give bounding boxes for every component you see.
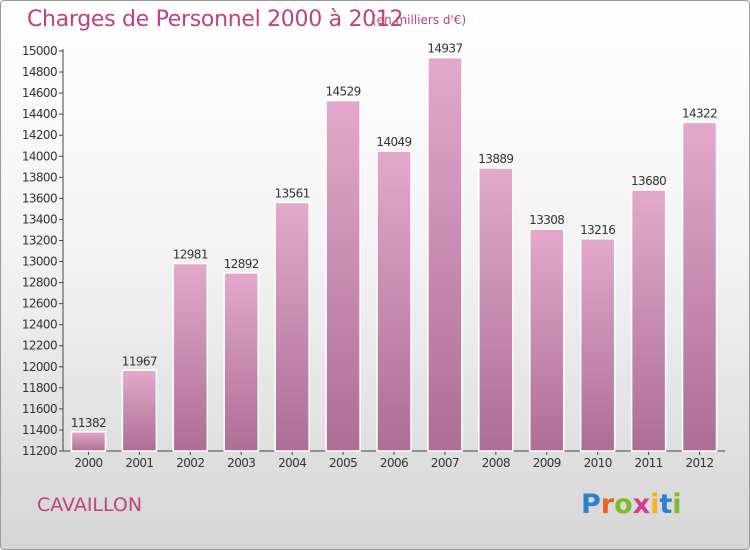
data-labels: 11382 11967 12981 12892 13561 14529 14049 14937… xyxy=(71,42,718,430)
y-tick-label: 14200 xyxy=(22,128,57,142)
logo-letter: P xyxy=(581,489,601,520)
y-tick-label: 12000 xyxy=(22,360,57,374)
y-tick-label: 11800 xyxy=(22,381,57,395)
logo-letter: i xyxy=(672,489,682,520)
bar-value-label: 12892 xyxy=(224,257,259,271)
bar-value-label: 11382 xyxy=(71,416,106,430)
bar-value-label: 13561 xyxy=(275,186,310,200)
bar-value-label: 13889 xyxy=(478,152,513,166)
bar-value-label: 11967 xyxy=(122,354,157,368)
y-tick-label: 13600 xyxy=(22,191,57,205)
logo-letter: i xyxy=(650,489,660,520)
proxiti-logo: Proxiti xyxy=(581,489,682,520)
y-tick-label: 12200 xyxy=(22,339,57,353)
bar xyxy=(376,150,412,452)
x-tick-label: 2006 xyxy=(380,456,408,470)
y-tick-label: 14600 xyxy=(22,86,57,100)
chart-subtitle: (en milliers d'€) xyxy=(372,13,467,27)
y-tick-label: 13800 xyxy=(22,170,57,184)
chart-title: Charges de Personnel 2000 à 2012 xyxy=(27,7,404,32)
bar xyxy=(529,228,565,452)
y-tick-label: 12600 xyxy=(22,297,57,311)
bar-value-label: 14322 xyxy=(682,106,717,120)
y-tick-label: 11600 xyxy=(22,402,57,416)
logo-letter: x xyxy=(632,489,651,520)
y-tick-label: 14400 xyxy=(22,107,57,121)
bar xyxy=(70,431,107,452)
x-tick-label: 2009 xyxy=(533,456,561,470)
bar xyxy=(681,121,718,452)
bar xyxy=(172,262,209,452)
y-tick-label: 14000 xyxy=(22,149,57,163)
y-tick-label: 13200 xyxy=(22,233,57,247)
y-tick-label: 11200 xyxy=(22,444,57,458)
logo-letter: t xyxy=(659,489,673,520)
axes: 11200 11400 11600 11800 12000 12200 12400 12600… xyxy=(22,44,725,470)
logo-letter: o xyxy=(614,489,633,520)
x-tick-label: 2004 xyxy=(278,456,306,470)
bar xyxy=(630,189,667,452)
logo-letter: r xyxy=(600,489,615,520)
y-tick-label: 14800 xyxy=(22,65,57,79)
x-tick-label: 2003 xyxy=(227,456,255,470)
x-tick-label: 2007 xyxy=(431,456,459,470)
city-name: CAVAILLON xyxy=(37,494,143,516)
bar xyxy=(427,56,463,452)
bar-value-label: 13216 xyxy=(580,223,615,237)
y-tick-label: 15000 xyxy=(22,44,57,58)
y-tick-label: 13400 xyxy=(22,212,57,226)
x-tick-label: 2012 xyxy=(685,456,713,470)
x-tick-label: 2002 xyxy=(176,456,204,470)
x-tick-label: 2000 xyxy=(74,456,102,470)
x-tick-label: 2011 xyxy=(635,456,663,470)
y-tick-label: 13000 xyxy=(22,255,57,269)
bar-value-label: 13308 xyxy=(529,213,564,227)
bar xyxy=(478,167,514,452)
x-tick-label: 2008 xyxy=(482,456,510,470)
y-tick-label: 12800 xyxy=(22,276,57,290)
bars xyxy=(70,56,718,452)
bar-value-label: 12981 xyxy=(173,248,208,262)
x-tick-label: 2010 xyxy=(584,456,612,470)
bar xyxy=(325,99,361,452)
y-tick-label: 12400 xyxy=(22,318,57,332)
bar-value-label: 14049 xyxy=(376,135,411,149)
bar xyxy=(579,238,616,452)
bar-value-label: 14937 xyxy=(427,42,462,56)
bar xyxy=(121,369,158,452)
bar-value-label: 13680 xyxy=(631,174,666,188)
y-tick-label: 11400 xyxy=(22,423,57,437)
bar xyxy=(274,201,310,452)
x-tick-label: 2005 xyxy=(329,456,357,470)
bar-value-label: 14529 xyxy=(325,85,360,99)
bar xyxy=(223,272,259,452)
x-tick-label: 2001 xyxy=(125,456,153,470)
